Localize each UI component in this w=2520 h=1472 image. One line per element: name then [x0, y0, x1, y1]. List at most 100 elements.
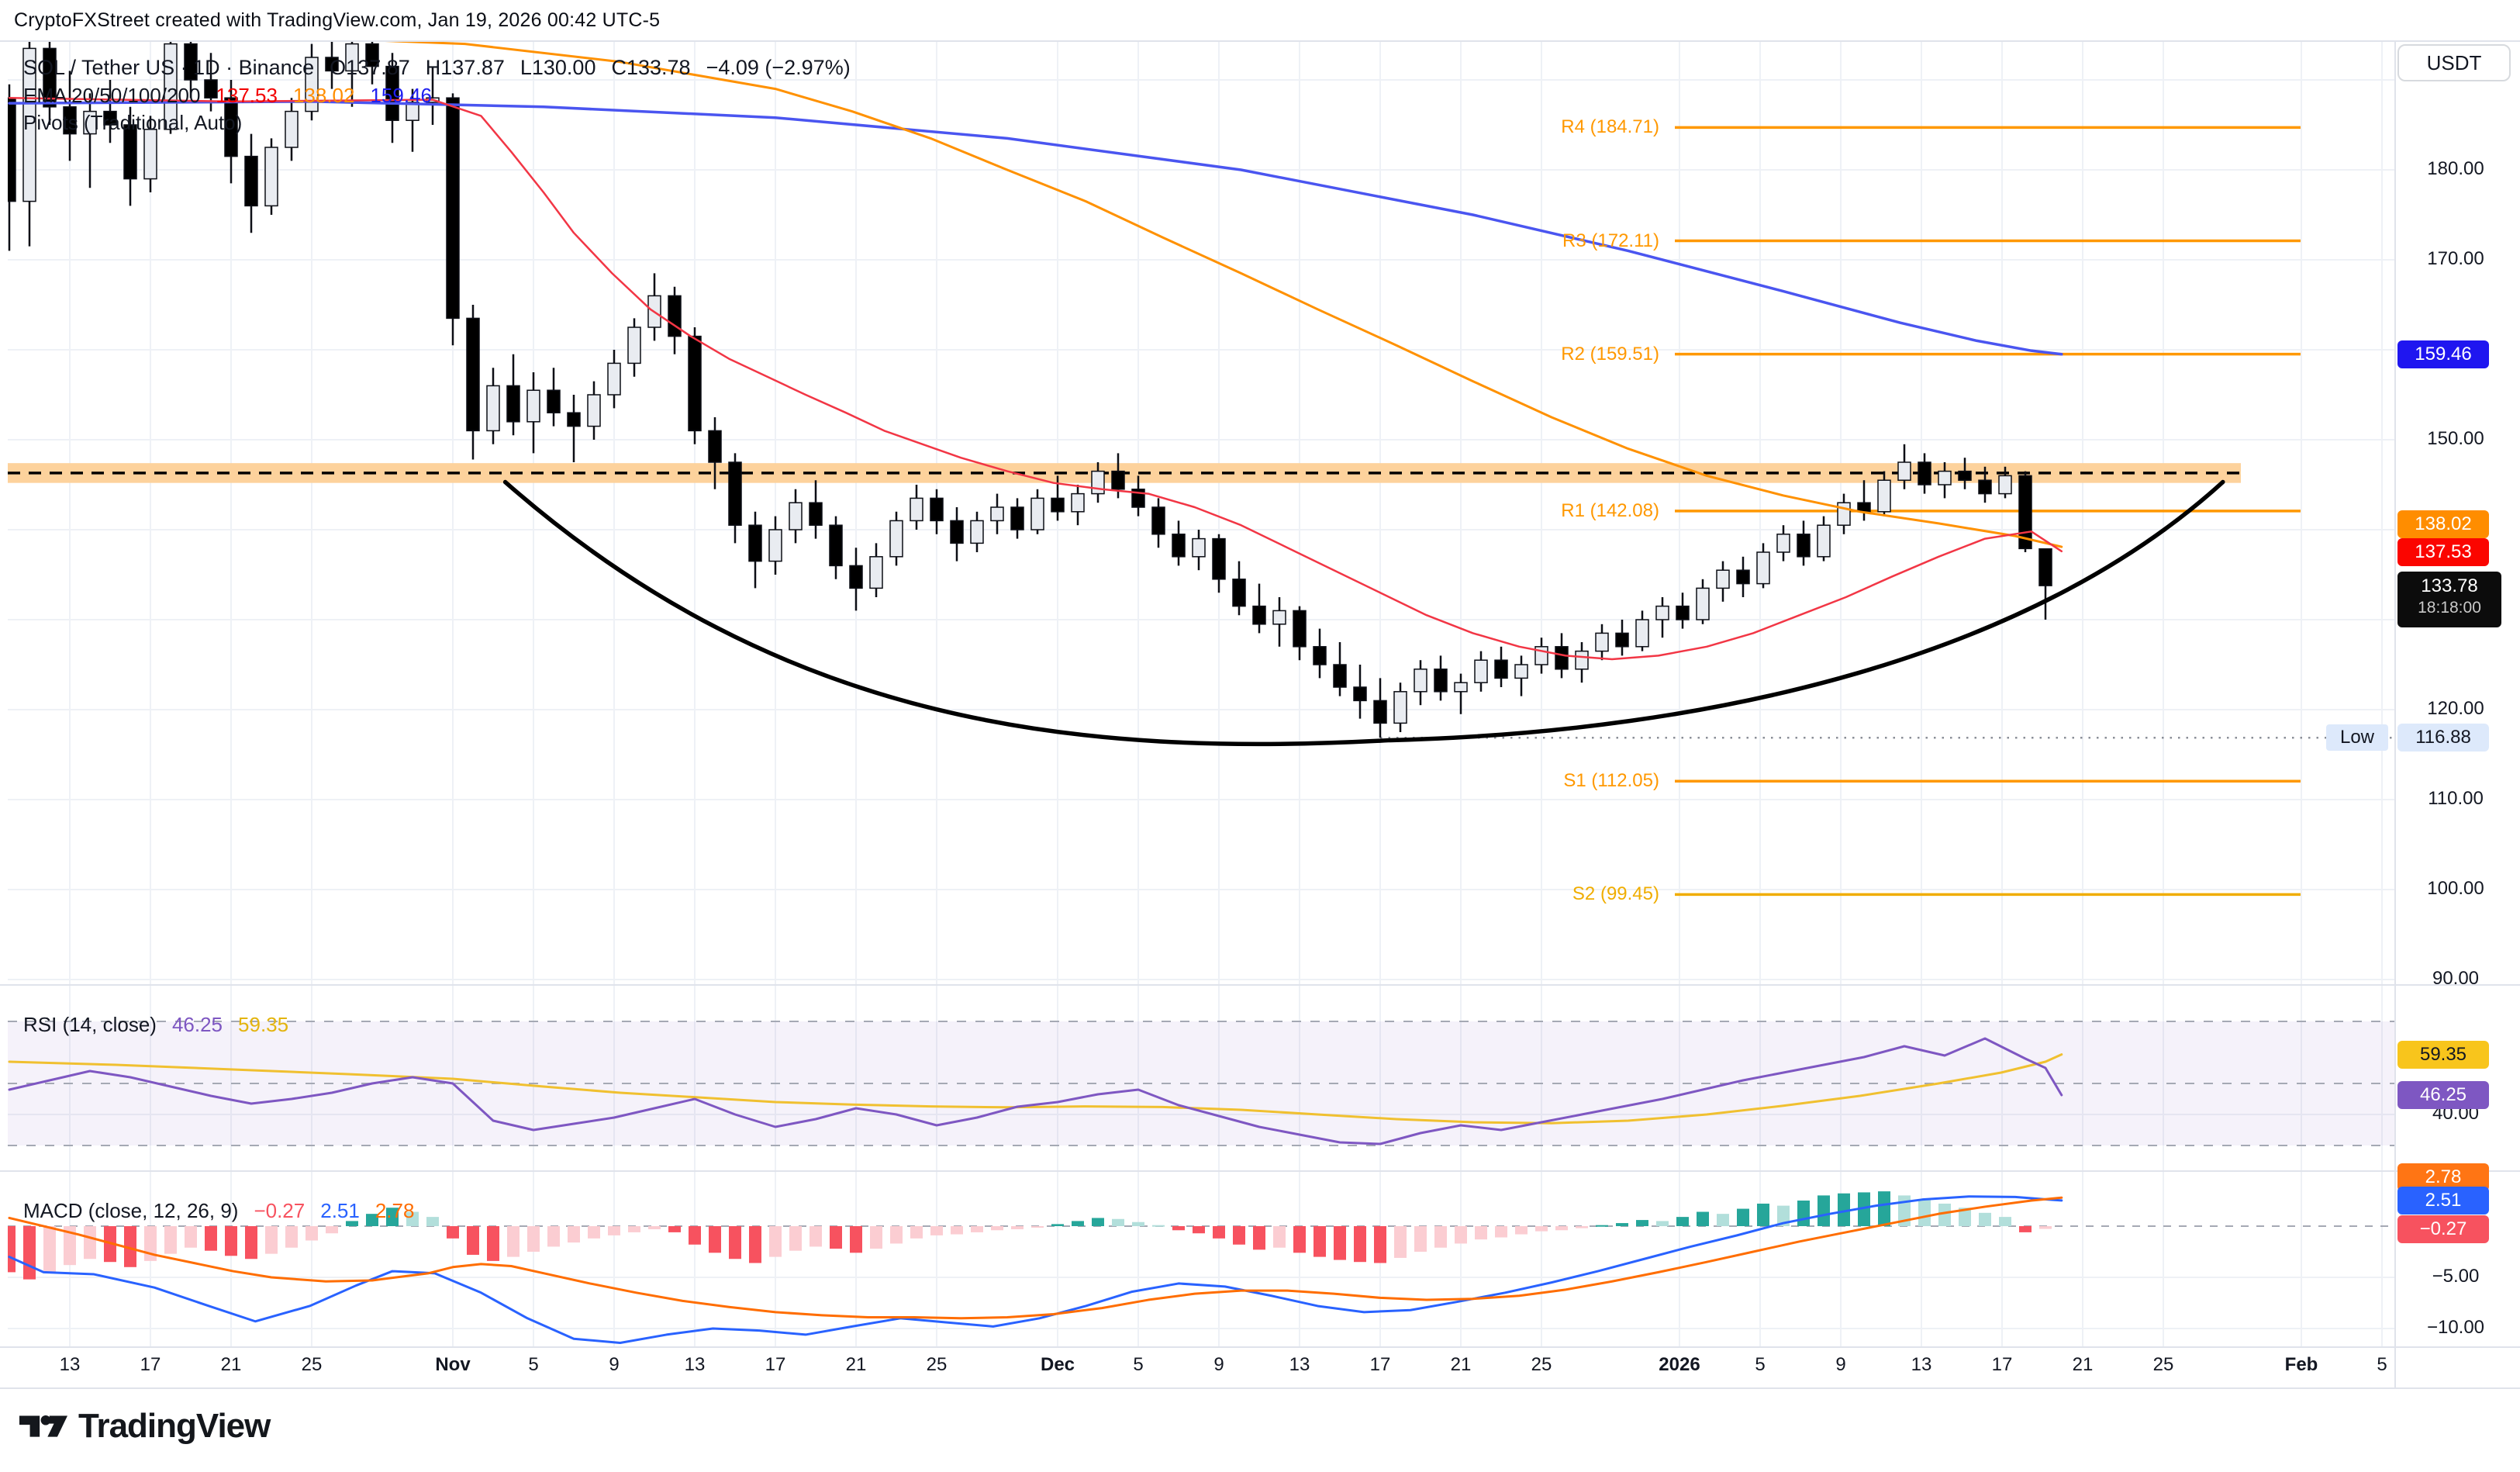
candle-body — [1272, 610, 1286, 625]
tradingview-logo[interactable]: TradingView — [19, 1407, 271, 1446]
macd-histogram-bar — [426, 1217, 439, 1226]
macd-histogram-bar — [1092, 1218, 1104, 1226]
time-axis-label: 25 — [2152, 1354, 2174, 1375]
macd-legend-title: MACD (close, 12, 26, 9) — [23, 1199, 239, 1222]
pivots-legend-row[interactable]: Pivots (Traditional, Auto) — [23, 111, 242, 135]
price-badge: 138.02 — [2397, 510, 2489, 538]
macd-histogram-bar — [2039, 1226, 2052, 1229]
candle-body — [1696, 587, 1710, 620]
rsi-pane[interactable] — [8, 1021, 2395, 1146]
time-axis-label: 21 — [220, 1354, 242, 1375]
time-axis-label: 13 — [59, 1354, 81, 1375]
macd-histogram-bar — [1354, 1226, 1366, 1263]
macd-histogram-bar — [870, 1226, 882, 1249]
candle-body — [305, 57, 319, 112]
macd-histogram-bar — [991, 1226, 1003, 1231]
ema-legend-row[interactable]: EMA 20/50/100/200 137.53 138.02 159.46 — [23, 84, 432, 108]
macd-histogram-bar — [749, 1226, 761, 1263]
candle-body — [164, 43, 178, 130]
time-axis-label: 9 — [609, 1354, 620, 1375]
macd-histogram-bar — [1656, 1221, 1669, 1226]
macd-legend-row[interactable]: MACD (close, 12, 26, 9) −0.27 2.51 2.78 — [23, 1199, 414, 1223]
macd-histogram-bar — [1293, 1226, 1306, 1253]
macd-histogram-bar — [1233, 1226, 1245, 1245]
candles[interactable] — [3, 22, 2052, 738]
pane-separators — [0, 40, 2520, 1389]
macd-pane[interactable] — [3, 1191, 2395, 1344]
price-badge: −0.27 — [2397, 1215, 2489, 1243]
candle-body — [768, 529, 782, 562]
price-badge: 59.35 — [2397, 1040, 2489, 1069]
macd-histogram-bar — [1051, 1224, 1064, 1226]
macd-histogram-bar — [1858, 1192, 1870, 1226]
candle-body — [1414, 669, 1427, 693]
candle-body — [1978, 479, 1992, 495]
time-axis-label: 21 — [845, 1354, 867, 1375]
price-badge: 133.78 18:18:00 — [2397, 572, 2501, 627]
macd-histogram-bar — [769, 1226, 782, 1257]
time-axis-label: 21 — [1450, 1354, 1472, 1375]
rsi-legend-row[interactable]: RSI (14, close) 46.25 59.35 — [23, 1013, 288, 1037]
candle-body — [446, 97, 460, 320]
candle-body — [1030, 497, 1044, 530]
time-axis-label: 13 — [1911, 1354, 1932, 1375]
candle-body — [1393, 691, 1407, 724]
candle-body — [1998, 475, 2012, 495]
ema-legend-title: EMA 20/50/100/200 — [23, 84, 201, 107]
candle-body — [1010, 506, 1024, 530]
candle-body — [2038, 548, 2052, 586]
chart-canvas[interactable] — [0, 0, 2520, 1392]
candle-body — [1232, 579, 1246, 607]
macd-histogram-bar — [547, 1226, 560, 1247]
macd-histogram-bar — [1334, 1226, 1346, 1260]
pivot-label-R1: R1 (142.08) — [1561, 499, 1659, 521]
macd-histogram-bar — [346, 1221, 358, 1226]
macd-histogram-bar — [326, 1226, 338, 1234]
candle-body — [1676, 605, 1690, 620]
ema50-value: 138.02 — [292, 84, 355, 107]
ema50-line — [364, 41, 2063, 548]
candle-body — [910, 497, 923, 522]
watermark-text: CryptoFXStreet created with TradingView.… — [14, 9, 661, 31]
macd-histogram-bar — [709, 1226, 721, 1253]
macd-histogram-bar — [1576, 1226, 1588, 1228]
macd-histogram-bar — [64, 1226, 76, 1266]
macd-histogram-bar — [1132, 1221, 1144, 1226]
candle-body — [486, 385, 500, 432]
pivots-legend-title: Pivots (Traditional, Auto) — [23, 111, 243, 134]
currency-unit-button[interactable]: USDT — [2397, 44, 2511, 81]
low-label-chip: Low — [2326, 724, 2388, 752]
candle-body — [1857, 502, 1871, 513]
tradingview-logo-text: TradingView — [78, 1407, 271, 1445]
candle-body — [1494, 659, 1508, 679]
macd-histogram-bar — [1495, 1226, 1507, 1238]
macd-histogram-bar — [386, 1208, 399, 1226]
macd-histogram-bar — [1031, 1226, 1044, 1228]
macd-histogram-bar — [1374, 1226, 1386, 1263]
macd-histogram-bar — [668, 1226, 681, 1232]
ohlc-close: C133.78 — [611, 56, 691, 79]
macd-histogram-bar — [1777, 1205, 1790, 1226]
macd-histogram-bar — [447, 1226, 459, 1239]
macd-histogram-bar — [1596, 1225, 1608, 1227]
macd-histogram-bar — [1172, 1226, 1185, 1231]
macd-histogram-bar — [265, 1226, 278, 1254]
pivot-lines — [1675, 126, 2301, 897]
symbol-legend-row[interactable]: SOL / Tether US · 1D · Binance O137.87 H… — [23, 56, 851, 80]
time-axis-label: 17 — [765, 1354, 786, 1375]
candle-body — [708, 430, 722, 463]
candle-body — [526, 389, 540, 423]
candle-body — [1111, 470, 1125, 490]
time-axis-label: 9 — [1213, 1354, 1224, 1375]
macd-histogram-bar — [1717, 1214, 1729, 1226]
price-badge: 116.88 — [2397, 724, 2489, 752]
macd-histogram-bar — [850, 1226, 862, 1253]
grid — [8, 41, 2395, 1347]
candle-body — [728, 461, 742, 526]
macd-histogram-bar — [648, 1226, 661, 1229]
macd-histogram-bar — [1697, 1211, 1709, 1226]
price-scale-label: 100.00 — [2427, 878, 2484, 899]
pivot-label-S1: S1 (112.05) — [1563, 770, 1659, 792]
macd-histogram-bar — [628, 1226, 640, 1232]
macd-histogram-bar — [1918, 1199, 1931, 1226]
